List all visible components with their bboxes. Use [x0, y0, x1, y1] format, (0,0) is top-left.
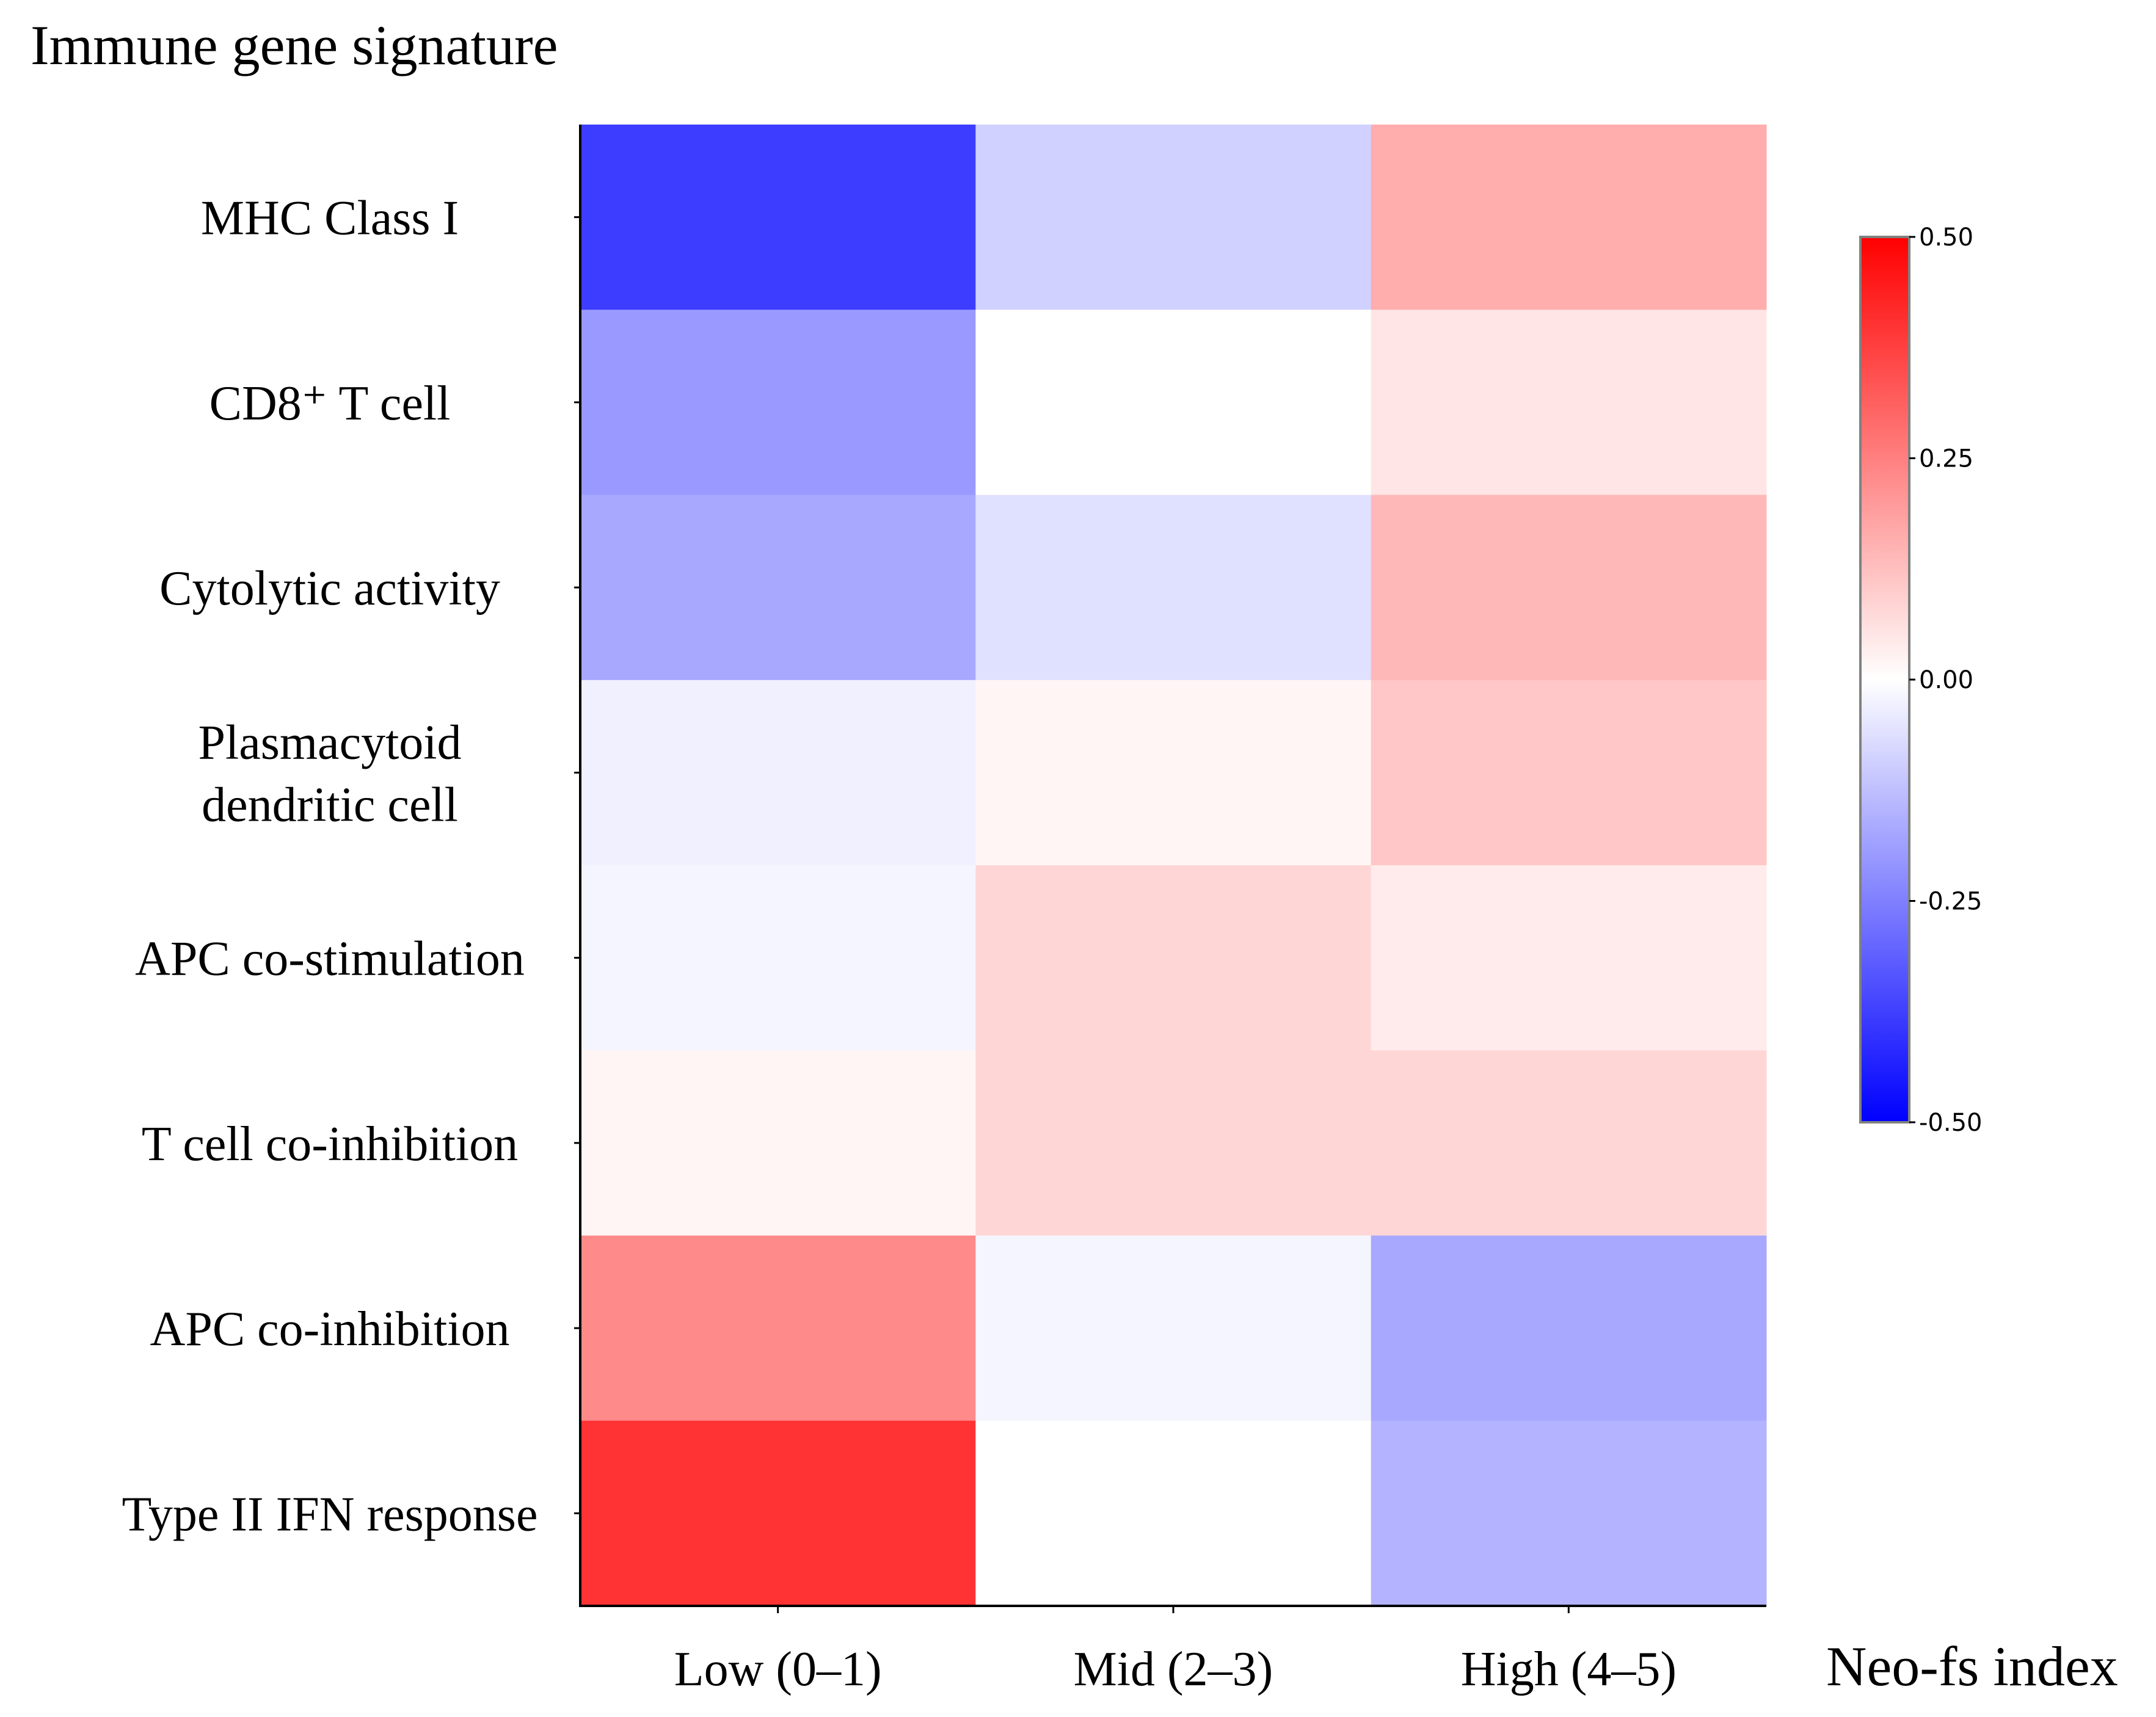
heatmap-cell — [1371, 1420, 1767, 1606]
heatmap-cell — [580, 1050, 976, 1236]
heatmap-cell — [1371, 310, 1767, 495]
row-label: APC co-stimulation — [135, 932, 525, 986]
heatmap-cell — [1371, 125, 1767, 310]
heatmap-cell — [1371, 1050, 1767, 1236]
heatmap-cell — [580, 680, 976, 866]
x-axis-label: Neo-fs index — [1826, 1635, 2118, 1697]
row-label: APC co-inhibition — [150, 1302, 510, 1356]
row-labels: MHC Class I CD8⁺ T cell Cytolytic activity… — [122, 192, 580, 1541]
heatmap-cell — [580, 310, 976, 495]
heatmap-cell — [580, 495, 976, 681]
row-label: dendritic cell — [202, 778, 458, 832]
heatmap-cell — [975, 1420, 1372, 1606]
colorbar-tick-label: -0.25 — [1919, 888, 1983, 916]
heatmap-cell — [975, 495, 1372, 681]
row-label: Type II IFN response — [122, 1487, 538, 1541]
column-labels: Low (0–1) Mid (2–3) High (4–5) — [674, 1606, 1677, 1696]
row-label: MHC Class I — [201, 192, 459, 245]
colorbar-tick-label: 0.25 — [1919, 445, 1973, 473]
heatmap-cells — [580, 125, 1767, 1606]
heatmap-cell — [975, 680, 1372, 866]
heatmap-cell — [1371, 680, 1767, 866]
row-label: Cytolytic activity — [159, 562, 500, 615]
heatmap-cell — [1371, 865, 1767, 1051]
heatmap-cell — [580, 1235, 976, 1421]
colorbar-ticks: 0.50 0.25 0.00 -0.25 -0.50 — [1909, 223, 1983, 1137]
heatmap-cell — [580, 1420, 976, 1606]
heatmap-cell — [580, 865, 976, 1051]
column-label: Mid (2–3) — [1074, 1643, 1273, 1696]
column-label: Low (0–1) — [674, 1643, 882, 1696]
heatmap-cell — [975, 310, 1372, 495]
chart-title: Immune gene signature — [31, 14, 558, 76]
colorbar-tick-label: 0.50 — [1919, 223, 1973, 252]
heatmap-cell — [975, 1050, 1372, 1236]
row-label: Plasmacytoid — [198, 716, 461, 769]
heatmap-cell — [1371, 1235, 1767, 1421]
colorbar-tick-label: 0.00 — [1919, 666, 1973, 694]
colorbar — [1859, 236, 1910, 1123]
column-label: High (4–5) — [1461, 1643, 1677, 1696]
heatmap-cell — [975, 1235, 1372, 1421]
heatmap-cell — [975, 125, 1372, 310]
heatmap-cell — [580, 125, 976, 310]
row-label: CD8⁺ T cell — [209, 377, 451, 430]
row-label: T cell co-inhibition — [142, 1117, 518, 1171]
heatmap-cell — [975, 865, 1372, 1051]
colorbar-tick-label: -0.50 — [1919, 1109, 1983, 1137]
heatmap-cell — [1371, 495, 1767, 681]
